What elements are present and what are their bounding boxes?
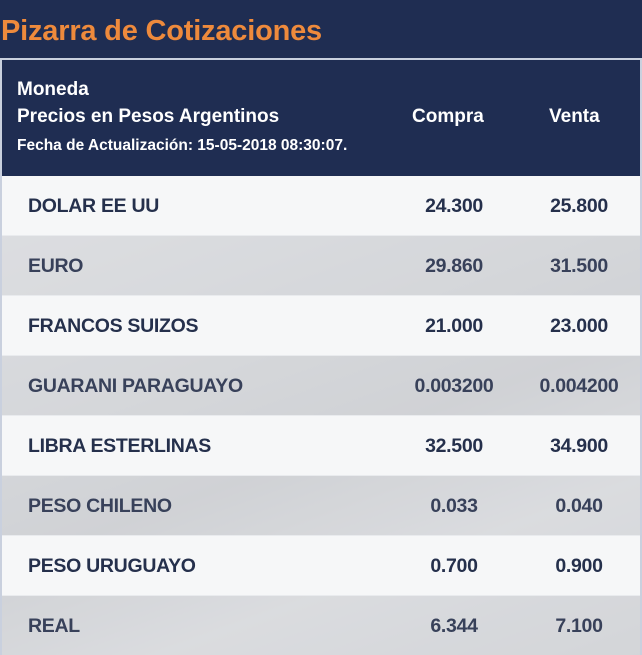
sell-price: 25.800 [550,195,608,217]
currency-name: LIBRA ESTERLINAS [28,435,211,457]
currency-name: DOLAR EE UU [28,195,160,217]
header-moneda: Moneda [17,79,89,100]
header-update-date: Fecha de Actualización: 15-05-2018 08:30… [17,137,348,154]
sell-price: 23.000 [550,315,608,337]
sell-price: 0.040 [555,495,603,517]
sell-price: 0.004200 [539,375,619,397]
buy-price: 29.860 [425,255,483,277]
table-row: EURO 29.860 31.500 [2,236,640,296]
header-precios: Precios en Pesos Argentinos [17,106,280,127]
currency-name: PESO URUGUAYO [28,555,196,577]
currency-name: GUARANI PARAGUAYO [28,375,243,397]
sell-price: 0.900 [555,555,603,577]
header-compra: Compra [412,106,484,127]
table-body: DOLAR EE UU 24.300 25.800 EURO 29.860 31… [2,176,640,655]
sell-price: 7.100 [555,615,603,637]
buy-price: 0.033 [430,495,478,517]
currency-name: PESO CHILENO [28,495,172,517]
buy-price: 6.344 [430,615,478,637]
currency-name: REAL [28,615,80,637]
buy-price: 24.300 [425,195,483,217]
table-row: GUARANI PARAGUAYO 0.003200 0.004200 [2,356,640,416]
table-row: PESO CHILENO 0.033 0.040 [2,476,640,536]
table-row: DOLAR EE UU 24.300 25.800 [2,176,640,236]
quotes-table: Moneda Precios en Pesos Argentinos Fecha… [0,58,642,655]
table-row: FRANCOS SUIZOS 21.000 23.000 [2,296,640,356]
sell-price: 31.500 [550,255,608,277]
page-title: Pizarra de Cotizaciones [1,15,322,47]
currency-name: FRANCOS SUIZOS [28,315,199,337]
buy-price: 0.003200 [414,375,494,397]
title-bar: Pizarra de Cotizaciones [0,0,642,58]
table-row: REAL 6.344 7.100 [2,596,640,655]
sell-price: 34.900 [550,435,608,457]
table-header: Moneda Precios en Pesos Argentinos Fecha… [2,60,640,176]
table-row: PESO URUGUAYO 0.700 0.900 [2,536,640,596]
buy-price: 21.000 [425,315,483,337]
buy-price: 32.500 [425,435,483,457]
table-row: LIBRA ESTERLINAS 32.500 34.900 [2,416,640,476]
header-venta: Venta [549,106,600,127]
buy-price: 0.700 [430,555,478,577]
currency-name: EURO [28,255,84,277]
